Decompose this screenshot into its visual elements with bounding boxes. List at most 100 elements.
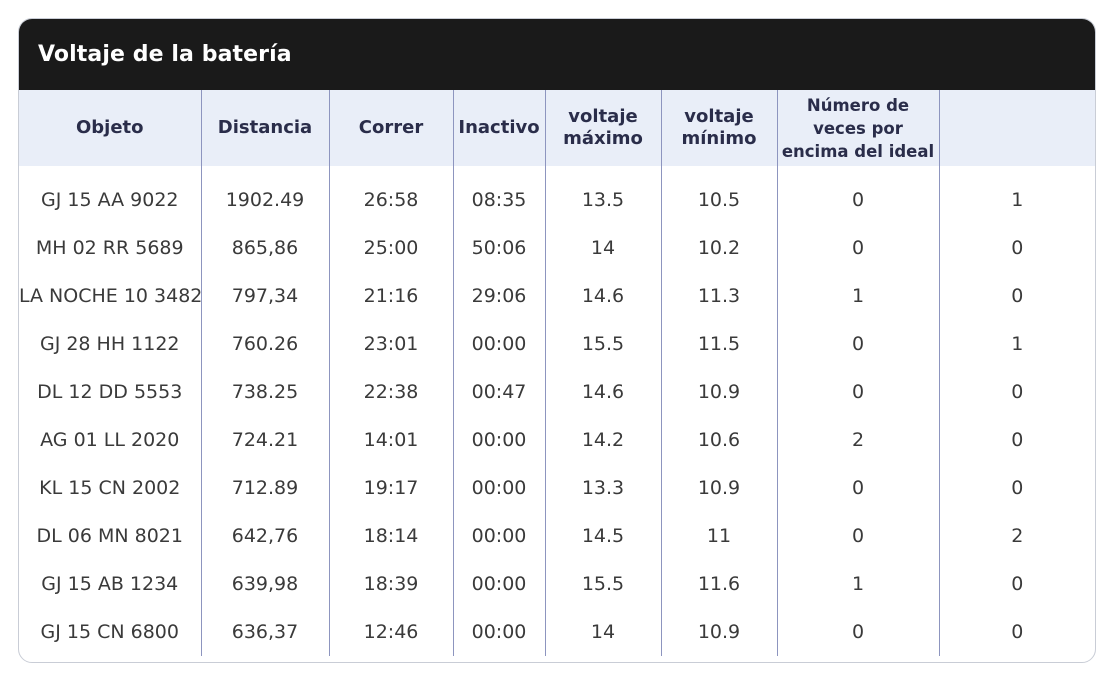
- table-header-row: Objeto Distancia Correr Inactivo voltaje…: [19, 90, 1095, 166]
- cell-voltaje-maximo: 14.2: [545, 416, 662, 464]
- cell-correr: 21:16: [329, 272, 454, 320]
- cell-voltaje-minimo: 10.6: [661, 416, 778, 464]
- cell-inactivo: 00:00: [453, 416, 546, 464]
- table-row[interactable]: GJ 15 AB 1234 639,98 18:39 00:00 15.5 11.6 1 0: [19, 560, 1095, 608]
- cell-objeto: GJ 28 HH 1122: [19, 320, 202, 368]
- table-row[interactable]: GJ 28 HH 1122 760.26 23:01 00:00 15.5 11.5 0 1: [19, 320, 1095, 368]
- column-header-voltaje-maximo[interactable]: voltaje máximo: [545, 90, 662, 166]
- table-row[interactable]: MH 02 RR 5689 865,86 25:00 50:06 14 10.2 0 0: [19, 224, 1095, 272]
- card-header: Voltaje de la batería: [19, 19, 1095, 90]
- table-row[interactable]: LA NOCHE 10 3482 797,34 21:16 29:06 14.6 11.3…: [19, 272, 1095, 320]
- cell-voltaje-maximo: 14.6: [545, 368, 662, 416]
- cell-voltaje-maximo: 14: [545, 224, 662, 272]
- cell-veces-encima-ideal: 0: [777, 368, 940, 416]
- cell-correr: 23:01: [329, 320, 454, 368]
- table-row[interactable]: DL 12 DD 5553 738.25 22:38 00:47 14.6 10.9 0 0: [19, 368, 1095, 416]
- cell-veces-encima-ideal: 1: [777, 560, 940, 608]
- cell-inactivo: 00:00: [453, 464, 546, 512]
- cell-extra: 0: [1011, 477, 1024, 499]
- battery-voltage-table: Objeto Distancia Correr Inactivo voltaje…: [19, 90, 1095, 656]
- cell-inactivo: 00:00: [453, 560, 546, 608]
- cell-voltaje-maximo: 14.5: [545, 512, 662, 560]
- cell-extra: 0: [1011, 429, 1024, 451]
- cell-objeto: GJ 15 CN 6800: [19, 608, 202, 656]
- cell-veces-encima-ideal: 2: [777, 416, 940, 464]
- cell-correr: 22:38: [329, 368, 454, 416]
- cell-voltaje-maximo: 14: [545, 608, 662, 656]
- cell-distancia: 712.89: [201, 464, 330, 512]
- cell-extra: 0: [1011, 573, 1024, 595]
- table-row[interactable]: GJ 15 AA 9022 1902.49 26:58 08:35 13.5 10.5 0 1: [19, 166, 1095, 224]
- cell-inactivo: 50:06: [453, 224, 546, 272]
- cell-veces-encima-ideal: 0: [777, 320, 940, 368]
- cell-distancia: 1902.49: [201, 166, 330, 224]
- cell-extra: 0: [1011, 237, 1024, 259]
- table-body: GJ 15 AA 9022 1902.49 26:58 08:35 13.5 10.5 0 1…: [19, 166, 1095, 656]
- cell-voltaje-maximo: 15.5: [545, 320, 662, 368]
- cell-voltaje-minimo: 11.6: [661, 560, 778, 608]
- cell-distancia: 642,76: [201, 512, 330, 560]
- cell-veces-encima-ideal: 0: [777, 166, 940, 224]
- card-title: Voltaje de la batería: [38, 42, 292, 67]
- cell-voltaje-minimo: 10.9: [661, 464, 778, 512]
- column-header-correr[interactable]: Correr: [329, 90, 454, 166]
- cell-veces-encima-ideal: 0: [777, 512, 940, 560]
- cell-inactivo: 00:00: [453, 320, 546, 368]
- cell-distancia: 865,86: [201, 224, 330, 272]
- cell-inactivo: 00:00: [453, 608, 546, 656]
- cell-extra: 0: [1011, 381, 1024, 403]
- cell-correr: 26:58: [329, 166, 454, 224]
- table-row[interactable]: GJ 15 CN 6800 636,37 12:46 00:00 14 10.9 0 0: [19, 608, 1095, 656]
- table-row[interactable]: AG 01 LL 2020 724.21 14:01 00:00 14.2 10.6 2 0: [19, 416, 1095, 464]
- cell-objeto: GJ 15 AA 9022: [19, 166, 202, 224]
- cell-inactivo: 00:47: [453, 368, 546, 416]
- cell-correr: 18:14: [329, 512, 454, 560]
- column-header-inactivo[interactable]: Inactivo: [453, 90, 546, 166]
- cell-voltaje-minimo: 11.5: [661, 320, 778, 368]
- column-header-veces-encima-ideal[interactable]: Número de veces por encima del ideal: [777, 90, 940, 166]
- cell-voltaje-maximo: 14.6: [545, 272, 662, 320]
- cell-extra: 0: [1011, 285, 1024, 307]
- cell-distancia: 760.26: [201, 320, 330, 368]
- cell-veces-encima-ideal: 0: [777, 224, 940, 272]
- cell-correr: 18:39: [329, 560, 454, 608]
- cell-distancia: 724.21: [201, 416, 330, 464]
- cell-inactivo: 29:06: [453, 272, 546, 320]
- cell-distancia: 636,37: [201, 608, 330, 656]
- cell-voltaje-maximo: 13.5: [545, 166, 662, 224]
- cell-extra: 0: [1011, 621, 1024, 643]
- table-row[interactable]: KL 15 CN 2002 712.89 19:17 00:00 13.3 10.9 0 0: [19, 464, 1095, 512]
- cell-voltaje-minimo: 10.9: [661, 608, 778, 656]
- column-header-distancia[interactable]: Distancia: [201, 90, 330, 166]
- cell-voltaje-minimo: 10.9: [661, 368, 778, 416]
- cell-inactivo: 00:00: [453, 512, 546, 560]
- cell-correr: 14:01: [329, 416, 454, 464]
- cell-objeto: DL 06 MN 8021: [19, 512, 202, 560]
- cell-objeto: LA NOCHE 10 3482: [19, 272, 202, 320]
- column-header-objeto[interactable]: Objeto: [19, 90, 202, 166]
- cell-voltaje-minimo: 10.5: [661, 166, 778, 224]
- cell-objeto: AG 01 LL 2020: [19, 416, 202, 464]
- cell-veces-encima-ideal: 0: [777, 608, 940, 656]
- cell-objeto: DL 12 DD 5553: [19, 368, 202, 416]
- cell-voltaje-minimo: 10.2: [661, 224, 778, 272]
- cell-objeto: KL 15 CN 2002: [19, 464, 202, 512]
- battery-voltage-card: Voltaje de la batería Objeto Distancia C…: [18, 18, 1096, 663]
- cell-distancia: 797,34: [201, 272, 330, 320]
- cell-distancia: 639,98: [201, 560, 330, 608]
- cell-veces-encima-ideal: 0: [777, 464, 940, 512]
- cell-inactivo: 08:35: [453, 166, 546, 224]
- table-row[interactable]: DL 06 MN 8021 642,76 18:14 00:00 14.5 11 0 2: [19, 512, 1095, 560]
- cell-voltaje-minimo: 11: [661, 512, 778, 560]
- column-header-voltaje-minimo[interactable]: voltaje mínimo: [661, 90, 778, 166]
- cell-extra: 2: [1011, 525, 1024, 547]
- cell-voltaje-maximo: 13.3: [545, 464, 662, 512]
- cell-voltaje-minimo: 11.3: [661, 272, 778, 320]
- cell-veces-encima-ideal: 1: [777, 272, 940, 320]
- column-header-extra[interactable]: [939, 90, 1095, 166]
- cell-objeto: MH 02 RR 5689: [19, 224, 202, 272]
- cell-extra: 1: [1011, 189, 1024, 211]
- cell-correr: 25:00: [329, 224, 454, 272]
- cell-voltaje-maximo: 15.5: [545, 560, 662, 608]
- cell-correr: 12:46: [329, 608, 454, 656]
